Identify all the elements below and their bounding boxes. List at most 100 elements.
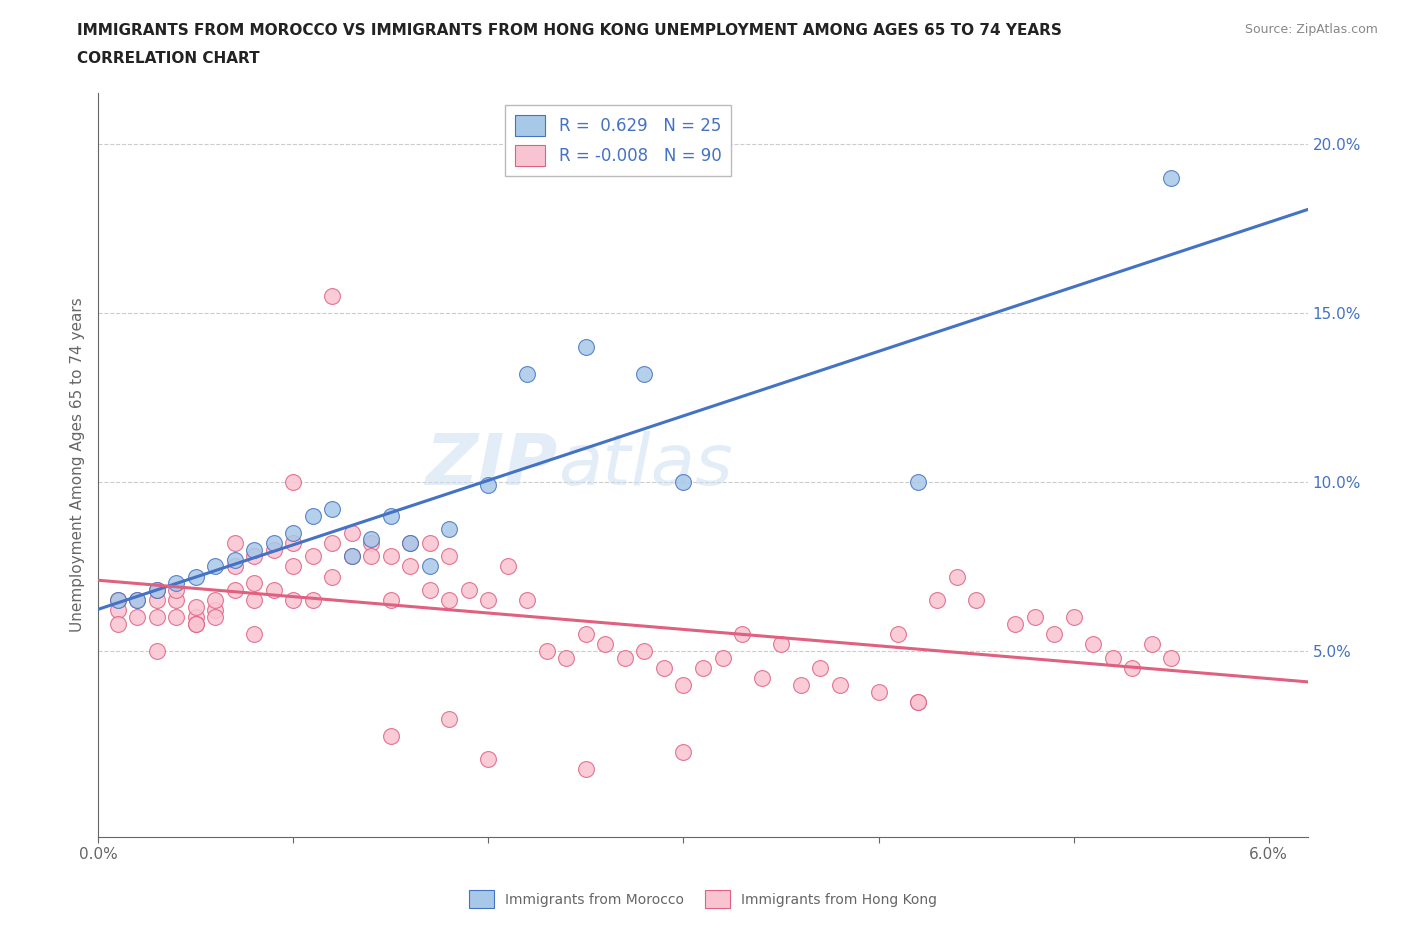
Point <box>127 592 149 607</box>
Point <box>243 549 266 564</box>
Point <box>711 650 734 665</box>
Point <box>751 671 773 685</box>
Text: Source: ZipAtlas.com: Source: ZipAtlas.com <box>1244 23 1378 36</box>
Point <box>302 509 325 524</box>
Point <box>1081 637 1104 652</box>
Point <box>965 592 987 607</box>
Point <box>399 536 422 551</box>
Point <box>907 474 929 489</box>
Point <box>107 603 129 618</box>
Point <box>439 522 461 537</box>
Point <box>165 583 187 598</box>
Point <box>1024 610 1046 625</box>
Point <box>1160 650 1182 665</box>
Point <box>380 728 402 743</box>
Point <box>283 474 305 489</box>
Point <box>907 695 929 710</box>
Text: atlas: atlas <box>558 431 733 499</box>
Y-axis label: Unemployment Among Ages 65 to 74 years: Unemployment Among Ages 65 to 74 years <box>69 298 84 632</box>
Point <box>184 617 207 631</box>
Point <box>340 549 363 564</box>
Point <box>283 536 305 551</box>
Point <box>321 288 343 303</box>
Point <box>263 542 285 557</box>
Point <box>204 592 226 607</box>
Point <box>536 644 558 658</box>
Point <box>243 627 266 642</box>
Point <box>107 617 129 631</box>
Point <box>419 536 441 551</box>
Point <box>731 627 754 642</box>
Point <box>399 536 422 551</box>
Point <box>516 366 538 381</box>
Point <box>380 509 402 524</box>
Text: IMMIGRANTS FROM MOROCCO VS IMMIGRANTS FROM HONG KONG UNEMPLOYMENT AMONG AGES 65 : IMMIGRANTS FROM MOROCCO VS IMMIGRANTS FR… <box>77 23 1062 38</box>
Point <box>1004 617 1026 631</box>
Text: ZIP: ZIP <box>426 431 558 499</box>
Point <box>127 610 149 625</box>
Point <box>380 549 402 564</box>
Point <box>204 603 226 618</box>
Point <box>789 677 811 692</box>
Point <box>614 650 637 665</box>
Point <box>1043 627 1066 642</box>
Point <box>360 532 382 547</box>
Point <box>224 559 246 574</box>
Point <box>516 592 538 607</box>
Point <box>575 339 598 354</box>
Point <box>399 559 422 574</box>
Point <box>945 569 967 584</box>
Point <box>672 745 695 760</box>
Point <box>165 576 187 591</box>
Point <box>360 549 382 564</box>
Point <box>283 525 305 540</box>
Point <box>302 592 325 607</box>
Point <box>283 559 305 574</box>
Point <box>575 627 598 642</box>
Point <box>321 569 343 584</box>
Point <box>263 583 285 598</box>
Point <box>633 644 655 658</box>
Point <box>184 617 207 631</box>
Point <box>907 695 929 710</box>
Point <box>243 592 266 607</box>
Point <box>340 525 363 540</box>
Point <box>439 711 461 726</box>
Point <box>692 660 714 675</box>
Point <box>146 644 169 658</box>
Point <box>633 366 655 381</box>
Point <box>575 762 598 777</box>
Point <box>477 478 499 493</box>
Point <box>283 592 305 607</box>
Point <box>321 536 343 551</box>
Point <box>672 677 695 692</box>
Point <box>868 684 890 699</box>
Point <box>595 637 617 652</box>
Point <box>224 552 246 567</box>
Point <box>146 610 169 625</box>
Point <box>458 583 481 598</box>
Point <box>184 569 207 584</box>
Point <box>184 610 207 625</box>
Point <box>439 549 461 564</box>
Point <box>340 549 363 564</box>
Point <box>107 592 129 607</box>
Point <box>1101 650 1123 665</box>
Point <box>925 592 948 607</box>
Point <box>243 542 266 557</box>
Point <box>360 536 382 551</box>
Point <box>555 650 578 665</box>
Point <box>828 677 851 692</box>
Point <box>439 592 461 607</box>
Point <box>321 501 343 516</box>
Point <box>1121 660 1143 675</box>
Point <box>146 583 169 598</box>
Point <box>184 600 207 615</box>
Point <box>887 627 910 642</box>
Point <box>302 549 325 564</box>
Point <box>496 559 519 574</box>
Point <box>263 536 285 551</box>
Point <box>477 592 499 607</box>
Point <box>165 592 187 607</box>
Point <box>243 576 266 591</box>
